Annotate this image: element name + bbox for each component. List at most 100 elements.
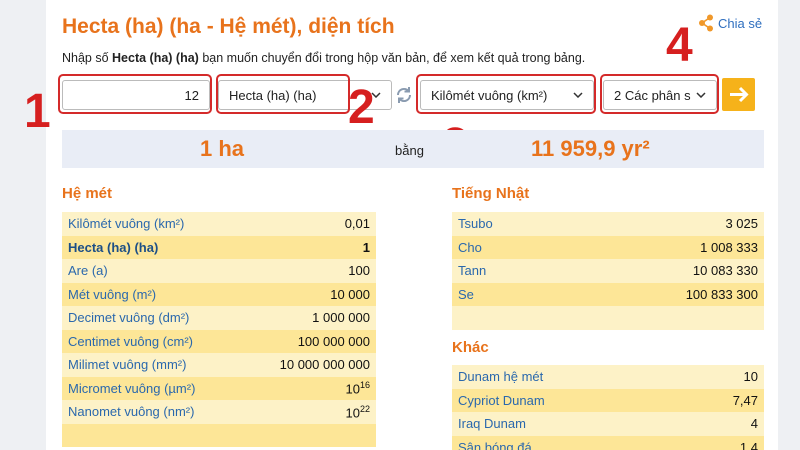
table-row: Micromet vuông (µm²) 1016	[62, 376, 376, 400]
unit-value: 10 083 330	[693, 263, 758, 278]
unit-value: 1022	[346, 404, 370, 420]
arrow-icon	[730, 86, 749, 103]
unit-name: Milimet vuông (mm²)	[68, 357, 187, 373]
from-unit-select[interactable]: Hecta (ha) (ha)	[218, 80, 392, 110]
chevron	[696, 92, 706, 98]
section-title: Tiếng Nhật	[452, 185, 530, 202]
value-text: 1	[362, 239, 370, 255]
table-row: Centimet vuông (cm²) 100 000 000	[62, 329, 376, 353]
unit-name: Cypriot Dunam	[458, 392, 545, 408]
convert-button[interactable]	[722, 78, 755, 111]
to-unit-select[interactable]: Kilômét vuông (km²)	[420, 80, 594, 110]
page-title: Hecta (ha) (ha - Hệ mét), diện tích	[62, 15, 395, 38]
unit-value: 1 008 333	[700, 240, 758, 255]
conversion-table: Tsubo 3 025 Cho 1 008 333 Tann 10 083 330 Se 10…	[452, 212, 764, 330]
annotation: 1	[24, 85, 51, 138]
value-text: 10	[345, 381, 360, 397]
section-title: Khác	[452, 339, 489, 356]
value-text: 10 000 000 000	[279, 357, 370, 373]
table-row-empty	[452, 306, 764, 330]
unit-name: Dunam hệ mét	[458, 369, 544, 385]
share-link[interactable]: Chia sẻ	[698, 14, 762, 32]
value-text: 1 000 000	[312, 310, 370, 326]
highlight-box	[600, 74, 719, 114]
unit-name: Decimet vuông (dm²)	[68, 310, 190, 326]
value-text: 100 000 000	[297, 333, 370, 349]
table-row: Milimet vuông (mm²) 10 000 000 000	[62, 353, 376, 377]
unit-name: Se	[458, 286, 474, 302]
left-margin	[0, 0, 46, 450]
result-connector: bằng	[395, 143, 424, 158]
result-bar	[62, 130, 764, 168]
value-text: 100	[348, 263, 370, 279]
unit-name: Cho	[458, 239, 482, 255]
value-text: 0,01	[344, 216, 370, 232]
unit-name: Micromet vuông (µm²)	[68, 380, 196, 396]
conversion-table: Dunam hệ mét 10 Cypriot Dunam 7,47 Iraq Duna…	[452, 365, 764, 450]
from-unit: Hecta (ha) (ha)	[229, 87, 317, 103]
table-row: Are (a) 100	[62, 259, 376, 283]
table-row: Hecta (ha) (ha) 1	[62, 235, 376, 259]
table-row: Kilômét vuông (km²) 0,01	[62, 212, 376, 236]
value-text: 10 000	[330, 286, 370, 302]
unit-name: Sân bóng đá	[458, 439, 532, 450]
unit-name: Tsubo	[458, 216, 493, 232]
highlight-box	[216, 74, 350, 114]
unit-value: 0,01	[345, 216, 370, 231]
unit-value: 1 000 000	[312, 310, 370, 325]
table-row: Decimet vuông (dm²) 1 000 000	[62, 306, 376, 330]
value-text: 10	[345, 404, 360, 420]
unit-name: Mét vuông (m²)	[68, 286, 157, 302]
table-row-empty	[62, 423, 376, 447]
value-text: 3 025	[725, 216, 758, 232]
value-text: 100 833 300	[685, 286, 758, 302]
unit-value: 10	[744, 369, 758, 384]
unit-value: 1	[363, 240, 370, 255]
chevron	[371, 92, 381, 98]
conversion-table: Kilômét vuông (km²) 0,01 Hecta (ha) (ha) 1 A…	[62, 212, 376, 447]
amount-value: 12	[184, 87, 199, 103]
amount-input[interactable]: 12	[62, 80, 210, 110]
highlight-box	[416, 74, 596, 114]
value-exponent: 16	[359, 380, 370, 391]
unit-value: 10 000 000 000	[280, 357, 370, 372]
table-row: Sân bóng đá 1,4	[452, 435, 764, 450]
unit-value: 100	[348, 263, 370, 278]
value-text: 1 008 333	[700, 239, 758, 255]
value-text: 10 083 330	[692, 263, 758, 279]
result-to: 11 959,9 yr²	[531, 136, 650, 161]
intro: Nhập số Hecta (ha) (ha) bạn muốn chuyển …	[62, 51, 585, 65]
value-text: 4	[750, 416, 758, 432]
unit-name: Iraq Dunam	[458, 416, 526, 432]
annotation: 2	[348, 81, 375, 134]
unit-name: Tann	[458, 263, 487, 279]
intro-text: bạn muốn chuyển đổi trong hộp văn bản, đ…	[198, 51, 586, 65]
value-text: 10	[743, 369, 758, 385]
unit-name: Kilômét vuông (km²)	[68, 216, 185, 232]
unit-name: Nanomet vuông (nm²)	[68, 404, 195, 420]
table-row: Tann 10 083 330	[452, 259, 764, 283]
right-margin	[778, 0, 800, 450]
unit-name: Centimet vuông (cm²)	[68, 333, 193, 349]
table-row: Nanomet vuông (nm²) 1022	[62, 400, 376, 424]
intro-text: Nhập số	[62, 51, 113, 65]
unit-name: Are (a)	[68, 263, 108, 279]
unit-value: 1,4	[740, 440, 758, 450]
section-title: Hệ mét	[62, 185, 113, 202]
unit-value: 100 000 000	[298, 334, 370, 349]
share-label[interactable]: Chia sẻ	[718, 15, 763, 31]
unit-value: 100 833 300	[686, 287, 758, 302]
value-text: 7,47	[732, 392, 758, 408]
unit-value: 4	[751, 416, 758, 431]
chevron	[573, 92, 583, 98]
unit-value: 1016	[346, 380, 370, 396]
unit-value: 7,47	[733, 393, 758, 408]
table-row: Se 100 833 300	[452, 282, 764, 306]
result-from: 1 ha	[200, 136, 245, 161]
table-row: Mét vuông (m²) 10 000	[62, 282, 376, 306]
precision-select[interactable]: 2 Các phân s	[603, 80, 717, 110]
value-text: 1,4	[739, 439, 758, 450]
value-exponent: 22	[359, 403, 370, 414]
swap-button[interactable]	[395, 86, 413, 104]
